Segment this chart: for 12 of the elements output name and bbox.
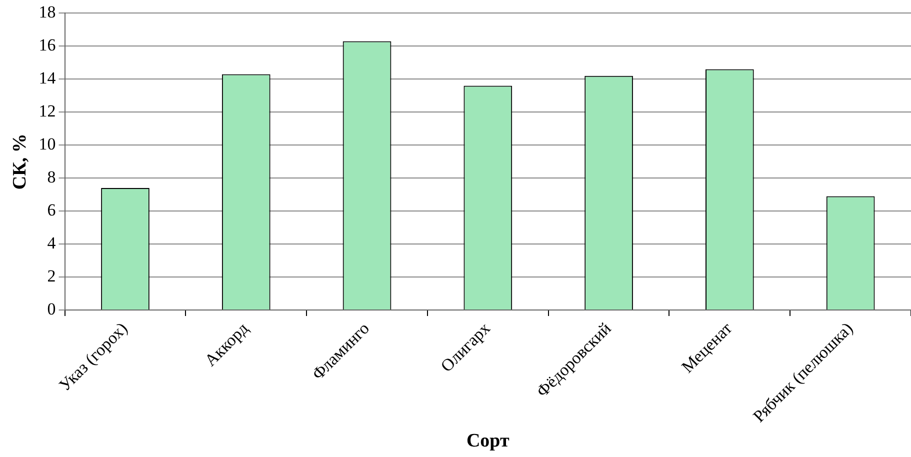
y-axis-title: СК, % [9, 134, 30, 190]
y-tick-label: 6 [47, 200, 56, 220]
y-tick-label: 14 [38, 68, 56, 88]
y-tick-label: 2 [47, 266, 56, 286]
y-tick-label: 4 [47, 234, 56, 253]
x-axis-title: Сорт [466, 430, 510, 452]
y-tick-label: 10 [38, 134, 56, 154]
y-tick-label: 18 [38, 2, 56, 22]
y-tick-label: 0 [47, 300, 56, 318]
y-tick-label: 12 [38, 102, 56, 121]
y-tick-label: 16 [38, 36, 56, 55]
y-tick-label: 8 [47, 168, 56, 187]
